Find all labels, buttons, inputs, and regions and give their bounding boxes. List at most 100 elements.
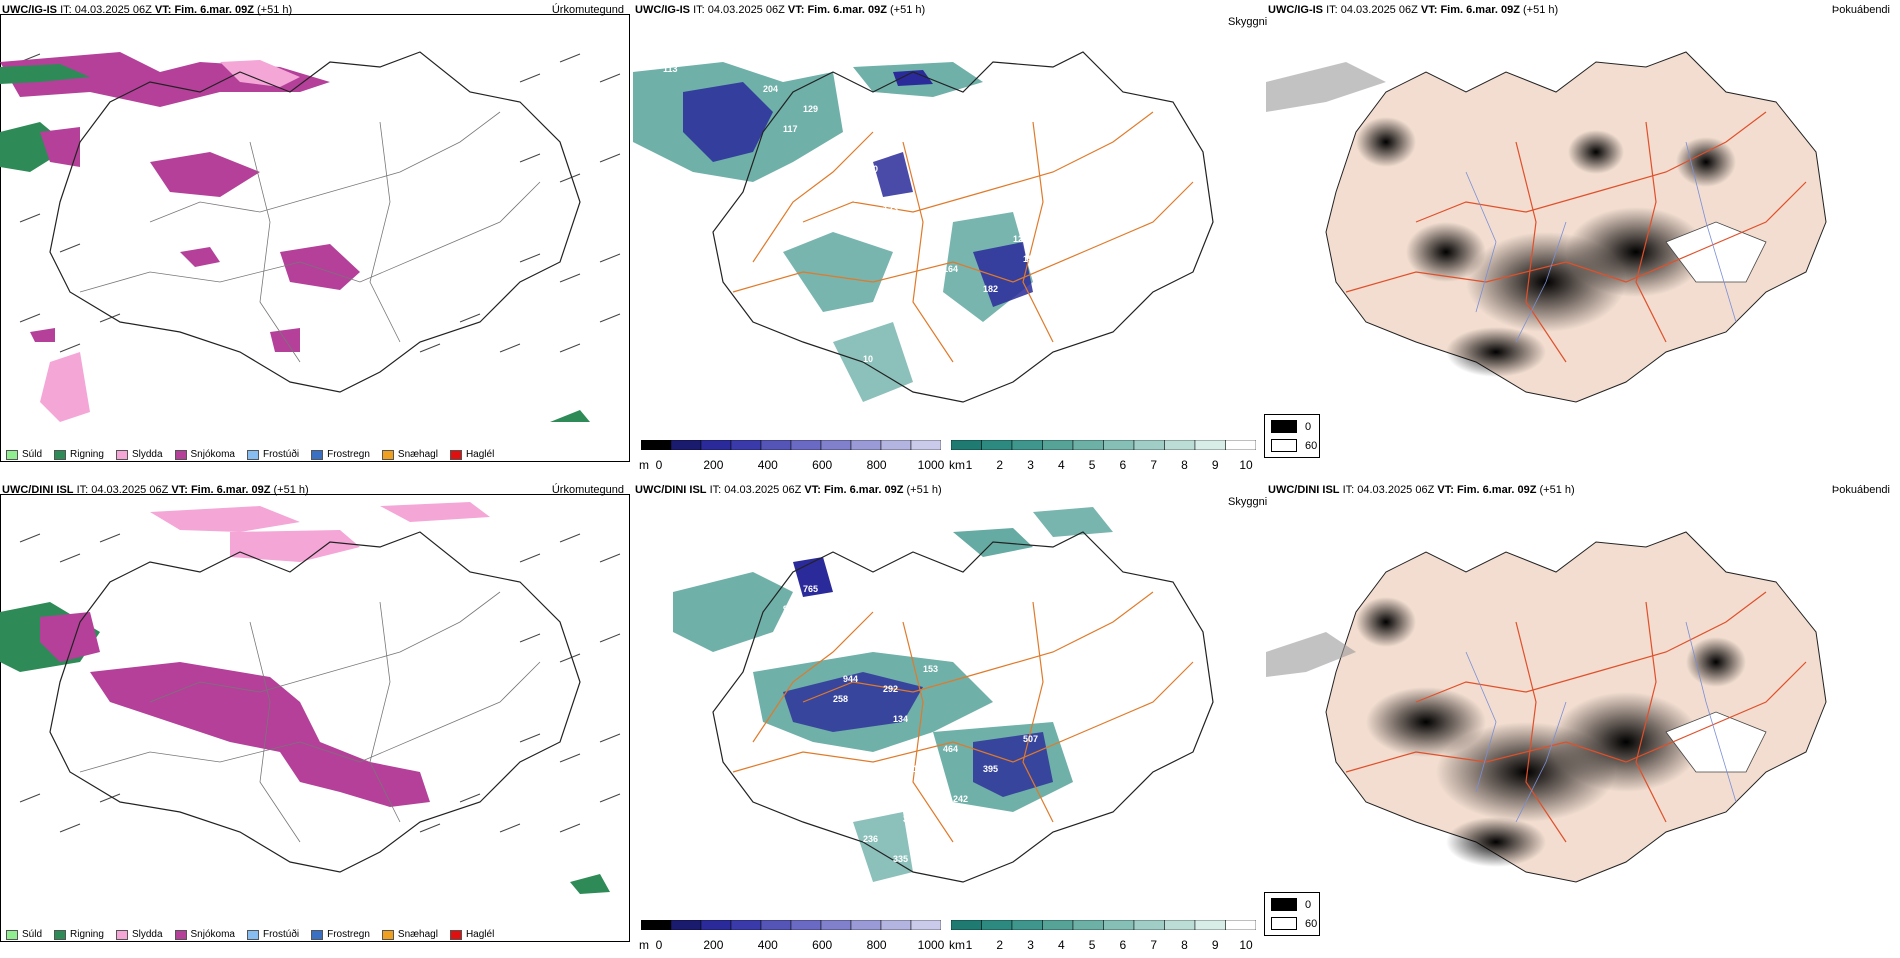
- colorbar-segment: [1011, 440, 1043, 450]
- cell-label: 10: [863, 354, 873, 364]
- fog-legend: 0 60: [1264, 892, 1320, 936]
- colorbar-segment: [1011, 920, 1043, 930]
- colorbar-segment: [1103, 920, 1135, 930]
- low-visibility-areas: [633, 62, 1033, 402]
- cell-label: 441: [773, 654, 788, 664]
- legend-label: Snæhagl: [397, 449, 438, 460]
- legend-label: Frostregn: [327, 929, 370, 940]
- legend-item: Frostregn: [311, 929, 370, 940]
- colorbar-tick: 6: [1119, 938, 1127, 952]
- colorbar-tick: 0: [655, 938, 663, 952]
- legend-swatch: [174, 929, 187, 940]
- visibility-map: 113 138 204 117 129 103 126 105 170 123 108 128 150 1…: [633, 51, 1214, 403]
- skyggni-label: Skyggni: [1228, 16, 1268, 28]
- cell-label: 258: [833, 694, 848, 704]
- coastline: [712, 51, 1214, 403]
- legend-label: Frostúði: [262, 449, 300, 460]
- fog-legend-swatch: [1271, 917, 1297, 930]
- roads: [732, 111, 1194, 363]
- fog-legend: 0 60: [1264, 414, 1320, 458]
- colorbar-segment: [1164, 920, 1196, 930]
- colorbar-unit: m: [639, 938, 649, 952]
- colorbar-unit: km: [949, 938, 965, 952]
- roads: [1345, 591, 1807, 843]
- precip-areas: [0, 52, 590, 422]
- legend-swatch: [449, 929, 462, 940]
- fog-legend-swatch: [1271, 420, 1297, 433]
- colorbar-segment: [700, 920, 732, 930]
- colorbar-segment: [910, 920, 941, 930]
- cell-label: 464: [943, 744, 958, 754]
- colorbar-segment: [951, 920, 982, 930]
- colorbar-tick: 6: [1119, 458, 1127, 472]
- colorbar-tick: 2: [996, 938, 1004, 952]
- roads: [79, 591, 541, 843]
- cell-label: 103: [823, 154, 838, 164]
- colorbar-segment: [1194, 920, 1226, 930]
- legend-item: Haglél: [449, 449, 494, 460]
- fog-legend-label: 60: [1305, 439, 1318, 452]
- offshore-fog: [1266, 62, 1386, 112]
- colorbar-tick: 10: [1239, 458, 1253, 472]
- legend-label: Súld: [22, 929, 43, 940]
- panel-header: UWC/DINI ISL IT: 04.03.2025 06Z VT: Fim.…: [2, 484, 309, 496]
- colorbar-tick: 1000: [917, 458, 945, 472]
- colorbar-segment: [1103, 440, 1135, 450]
- colorbar-tick: 3: [1027, 458, 1034, 472]
- cell-label: 182: [983, 284, 998, 294]
- precip-map-frame: [0, 14, 630, 462]
- precip-areas: [0, 502, 610, 894]
- rivers: [1465, 141, 1737, 343]
- cell-label: 123: [663, 544, 678, 554]
- cell-label: 242: [953, 794, 968, 804]
- fog-panel-row1: UWC/IG-IS IT: 04.03.2025 06Z VT: Fim. 6.…: [1266, 0, 1896, 478]
- colorbar-segment: [790, 920, 822, 930]
- cell-label: 117: [783, 124, 798, 134]
- precip-legend: Súld Rigning Slydda Snjókoma Frostúði Frostre…: [6, 449, 494, 460]
- colorbar-tick: 800: [866, 938, 887, 952]
- colorbar-segment: [820, 920, 852, 930]
- precip-panel-row2: UWC/DINI ISL IT: 04.03.2025 06Z VT: Fim.…: [0, 480, 630, 958]
- colorbar-segment: [1072, 920, 1104, 930]
- cell-label: 153: [923, 664, 938, 674]
- fog-areas: [1356, 597, 1746, 867]
- legend-item: Súld: [6, 449, 42, 460]
- fog-areas: [1356, 117, 1736, 377]
- colorbar-tick: 600: [812, 458, 833, 472]
- legend-swatch: [6, 929, 18, 940]
- colorbar-segment: [1164, 440, 1196, 450]
- legend-item: Rigning: [54, 449, 104, 460]
- legend-label: Rigning: [70, 929, 104, 940]
- legend-swatch: [54, 929, 67, 940]
- cell-label: 292: [883, 684, 898, 694]
- colorbar-segment: [730, 920, 762, 930]
- colorbar-tick: 1000: [917, 938, 945, 952]
- cell-label: 237: [863, 644, 878, 654]
- colorbar-tick: 4: [1057, 938, 1065, 952]
- colorbar-tick: 4: [1057, 458, 1065, 472]
- legend-label: Snæhagl: [397, 929, 438, 940]
- panel-header: UWC/DINI ISL IT: 04.03.2025 06Z VT: Fim.…: [1268, 484, 1575, 496]
- legend-item: Haglél: [449, 929, 494, 940]
- colorbar-unit: km: [949, 458, 965, 472]
- cell-label: 335: [893, 854, 908, 864]
- panel-type-label: Úrkomutegund: [551, 4, 624, 16]
- colorbar-tick: 7: [1150, 458, 1157, 472]
- cell-label: 106: [933, 534, 948, 544]
- cell-label: 22: [903, 334, 913, 344]
- precip-map: [0, 502, 621, 894]
- cell-label: 125: [1013, 234, 1028, 244]
- colorbars: m 0 200 400 600 800 1000 km 1 2 3 4 5 6 7 8 9 10: [633, 918, 1263, 952]
- fog-legend-item: 60: [1271, 439, 1317, 452]
- cell-label: 138: [933, 54, 948, 64]
- colorbar-tick: 9: [1211, 458, 1219, 472]
- colorbar-tick: 800: [866, 458, 887, 472]
- legend-label: Rigning: [70, 449, 104, 460]
- fog-legend-label: 0: [1305, 420, 1312, 433]
- cell-label: 108: [913, 764, 928, 774]
- legend-swatch: [174, 449, 187, 460]
- legend-swatch: [311, 449, 324, 460]
- fog-legend-item: 60: [1271, 917, 1317, 930]
- cell-label: 204: [763, 84, 778, 94]
- cell-label: 944: [843, 674, 858, 684]
